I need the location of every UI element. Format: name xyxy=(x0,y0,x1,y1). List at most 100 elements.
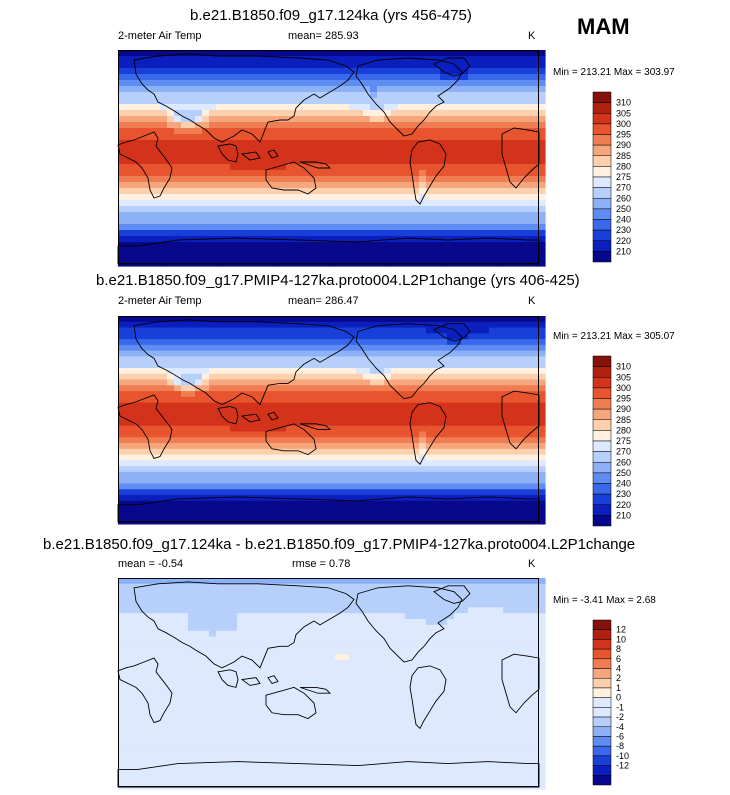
field-cell xyxy=(195,321,203,329)
field-cell xyxy=(426,408,434,415)
field-cell xyxy=(314,495,322,502)
field-cell xyxy=(412,613,420,620)
field-cell xyxy=(447,471,455,479)
field-cell xyxy=(328,50,336,57)
colorbar-tick-label: 275 xyxy=(616,172,631,182)
field-cell xyxy=(335,339,343,346)
field-cell xyxy=(468,607,476,614)
field-cell xyxy=(328,391,336,398)
field-cell xyxy=(188,333,196,340)
field-cell xyxy=(342,316,350,323)
field-cell xyxy=(475,454,483,461)
field-cell xyxy=(265,254,273,261)
field-cell xyxy=(538,80,546,87)
field-cell xyxy=(433,218,441,225)
field-cell xyxy=(272,437,280,444)
field-cell xyxy=(237,437,245,444)
field-cell xyxy=(272,200,280,207)
field-cell xyxy=(237,254,245,261)
field-cell xyxy=(181,344,189,352)
field-cell xyxy=(167,230,175,237)
field-cell xyxy=(335,92,343,99)
field-cell xyxy=(356,613,364,620)
field-cell xyxy=(300,50,308,57)
field-cell xyxy=(286,68,294,75)
field-cell xyxy=(447,483,455,490)
field-cell xyxy=(398,212,406,219)
field-cell xyxy=(118,466,126,473)
field-cell xyxy=(125,254,133,261)
field-cell xyxy=(342,128,350,135)
field-cell xyxy=(461,512,469,519)
field-cell xyxy=(174,152,182,159)
field-cell xyxy=(146,402,154,409)
field-cell xyxy=(307,512,315,519)
field-cell xyxy=(132,158,140,165)
field-cell xyxy=(244,128,252,135)
field-cell xyxy=(447,104,455,111)
field-cell xyxy=(174,212,182,219)
field-cell xyxy=(209,92,217,99)
field-cell xyxy=(454,419,462,427)
field-cell xyxy=(139,333,147,340)
field-cell xyxy=(153,170,161,177)
field-cell xyxy=(440,619,448,626)
field-cell xyxy=(447,506,455,513)
field-cell xyxy=(503,356,511,363)
field-cell xyxy=(412,128,420,135)
field-cell xyxy=(258,116,266,123)
field-cell xyxy=(195,419,203,427)
field-cell xyxy=(139,431,147,438)
field-cell xyxy=(398,408,406,415)
field-cell xyxy=(272,362,280,369)
field-cell xyxy=(216,200,224,207)
field-cell xyxy=(223,206,231,213)
field-cell xyxy=(335,601,343,608)
field-cell xyxy=(125,448,133,456)
field-cell xyxy=(398,419,406,427)
field-cell xyxy=(531,134,539,141)
field-cell xyxy=(419,477,427,485)
field-cell xyxy=(419,344,427,352)
field-cell xyxy=(328,248,336,255)
field-cell xyxy=(202,170,210,177)
field-cell xyxy=(167,224,175,231)
field-cell xyxy=(300,56,308,63)
field-cell xyxy=(391,327,399,334)
field-cell xyxy=(454,379,462,386)
field-cell xyxy=(286,164,294,171)
field-cell xyxy=(328,254,336,261)
field-cell xyxy=(181,236,189,243)
field-cell xyxy=(349,92,357,99)
field-cell xyxy=(321,321,329,329)
field-cell xyxy=(272,140,280,147)
field-cell xyxy=(160,170,168,177)
field-cell xyxy=(321,454,329,461)
field-cell xyxy=(174,362,182,369)
field-cell xyxy=(335,379,343,386)
field-cell xyxy=(356,182,364,189)
field-cell xyxy=(370,230,378,237)
field-cell xyxy=(146,431,154,438)
field-cell xyxy=(300,74,308,81)
field-cell xyxy=(503,339,511,346)
field-cell xyxy=(125,408,133,415)
field-cell xyxy=(524,327,532,334)
field-cell xyxy=(433,50,441,57)
field-cell xyxy=(461,170,469,177)
colorbar-box xyxy=(592,219,612,231)
field-cell xyxy=(300,379,308,386)
field-cell xyxy=(328,104,336,111)
field-cell xyxy=(153,224,161,231)
field-cell xyxy=(272,333,280,340)
field-cell xyxy=(510,385,518,392)
field-cell xyxy=(468,68,476,75)
field-cell xyxy=(174,134,182,141)
field-cell xyxy=(118,495,126,502)
field-cell xyxy=(468,74,476,81)
field-cell xyxy=(202,431,210,438)
field-cell xyxy=(216,595,224,603)
field-cell xyxy=(496,116,504,123)
field-cell xyxy=(363,68,371,75)
field-cell xyxy=(419,385,427,392)
